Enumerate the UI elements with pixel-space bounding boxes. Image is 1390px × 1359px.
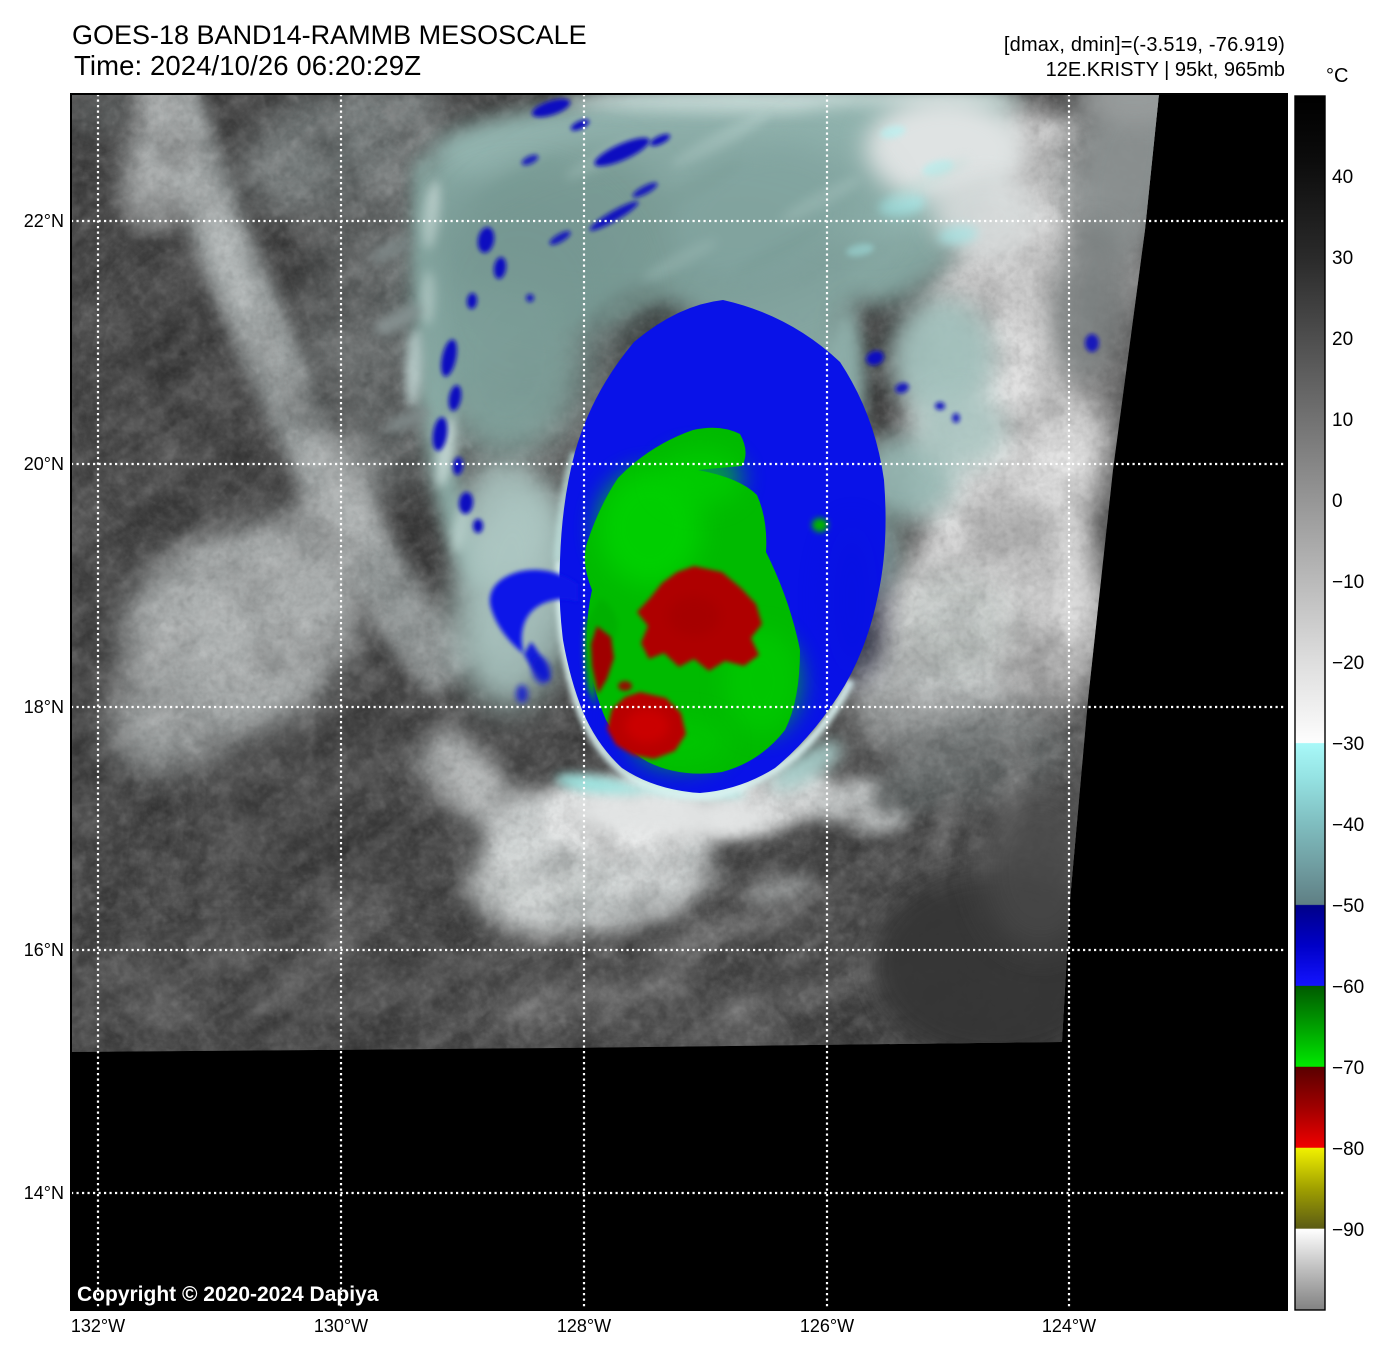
svg-text:−10: −10 — [1332, 572, 1364, 593]
svg-text:GOES-18 BAND14-RAMMB MESOSCALE: GOES-18 BAND14-RAMMB MESOSCALE — [72, 20, 587, 50]
svg-text:12E.KRISTY | 95kt, 965mb: 12E.KRISTY | 95kt, 965mb — [1046, 59, 1285, 81]
svg-text:30: 30 — [1332, 248, 1353, 269]
svg-text:16°N: 16°N — [24, 940, 64, 960]
svg-text:128°W: 128°W — [557, 1316, 611, 1336]
svg-text:130°W: 130°W — [314, 1316, 368, 1336]
svg-text:14°N: 14°N — [24, 1183, 64, 1203]
svg-text:−60: −60 — [1332, 977, 1364, 998]
svg-text:−70: −70 — [1332, 1058, 1364, 1079]
svg-text:−20: −20 — [1332, 653, 1364, 674]
svg-text:−40: −40 — [1332, 815, 1364, 836]
svg-text:Time: 2024/10/26 06:20:29Z: Time: 2024/10/26 06:20:29Z — [74, 50, 421, 81]
svg-text:Copyright © 2020-2024 Dapiya: Copyright © 2020-2024 Dapiya — [77, 1283, 379, 1306]
svg-text:−50: −50 — [1332, 896, 1364, 917]
svg-text:126°W: 126°W — [800, 1316, 854, 1336]
svg-text:0: 0 — [1332, 491, 1343, 512]
svg-text:132°W: 132°W — [71, 1316, 125, 1336]
svg-text:40: 40 — [1332, 167, 1353, 188]
svg-text:10: 10 — [1332, 410, 1353, 431]
svg-text:[dmax, dmin]=(-3.519, -76.919): [dmax, dmin]=(-3.519, -76.919) — [1004, 34, 1285, 56]
svg-text:20: 20 — [1332, 329, 1353, 350]
svg-text:−90: −90 — [1332, 1220, 1364, 1241]
svg-text:20°N: 20°N — [24, 454, 64, 474]
svg-text:−30: −30 — [1332, 734, 1364, 755]
svg-text:°C: °C — [1326, 65, 1348, 87]
svg-text:22°N: 22°N — [24, 211, 64, 231]
svg-text:−80: −80 — [1332, 1139, 1364, 1160]
svg-text:18°N: 18°N — [24, 697, 64, 717]
svg-text:124°W: 124°W — [1042, 1316, 1096, 1336]
